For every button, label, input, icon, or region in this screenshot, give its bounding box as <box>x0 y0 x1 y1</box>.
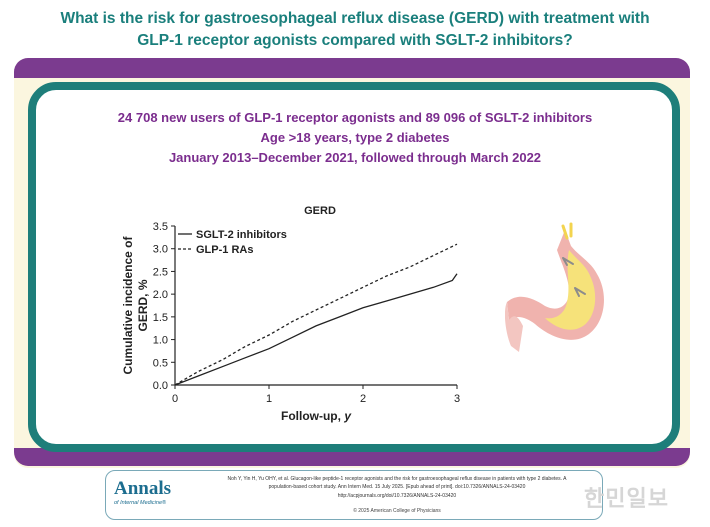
annals-logo: Annals <box>114 478 172 499</box>
gerd-incidence-chart: 0.0 0.5 1.0 1.5 2.0 2.5 3.0 3.5 0 1 2 3 GERD Follow-u… <box>121 205 460 423</box>
citation-line1: Noh Y, Yin H, Yu OHY, et al. Glucagon-li… <box>227 476 567 482</box>
y-tick-label: 2.5 <box>153 266 168 278</box>
legend-label: GLP-1 RAs <box>196 244 253 256</box>
stomach-icon <box>505 222 604 352</box>
x-tick-label: 0 <box>172 393 178 405</box>
citation-footer: Annals of Internal Medicine® Noh Y, Yin … <box>105 470 603 520</box>
study-description: 24 708 new users of GLP-1 receptor agoni… <box>0 108 710 168</box>
study-period: January 2013–December 2021, followed thr… <box>168 150 542 165</box>
x-tick-label: 1 <box>266 393 272 405</box>
page-title-line2: GLP-1 receptor agonists compared with SG… <box>137 32 573 49</box>
page-title-line1: What is the risk for gastroesophageal re… <box>60 10 650 27</box>
annals-logo-subtitle: of Internal Medicine® <box>114 500 167 506</box>
y-tick-label: 0.5 <box>153 357 168 369</box>
band-bottom-stripe <box>14 448 690 466</box>
x-axis-label: Follow-up, y <box>281 409 352 423</box>
y-tick-label: 1.5 <box>153 312 168 324</box>
citation-line2: population-based cohort study. Ann Inter… <box>268 484 526 491</box>
chart-title: GERD <box>304 205 336 217</box>
citation-line3: http://acpjournals.org/doi/10.7326/ANNAL… <box>337 492 457 499</box>
watermark-text: 한민일보 <box>584 486 669 511</box>
band-top-stripe <box>14 58 690 78</box>
x-tick-label: 2 <box>360 393 366 405</box>
study-criteria: Age >18 years, type 2 diabetes <box>260 130 450 145</box>
page-title: What is the risk for gastroesophageal re… <box>0 8 710 52</box>
y-tick-label: 2.0 <box>153 289 168 301</box>
y-axis-label: Cumulative incidence ofGERD, % <box>121 235 150 374</box>
x-tick-label: 3 <box>454 393 460 405</box>
study-population: 24 708 new users of GLP-1 receptor agoni… <box>117 110 593 125</box>
legend-label: SGLT-2 inhibitors <box>196 229 287 241</box>
y-tick-label: 3.0 <box>153 244 168 256</box>
series-line-glp1 <box>174 243 458 386</box>
series-line-sglt2 <box>174 273 458 386</box>
y-tick-label: 1.0 <box>153 335 168 347</box>
y-tick-label: 0.0 <box>153 380 168 392</box>
copyright-text: © 2025 American College of Physicians <box>353 508 441 514</box>
y-tick-label: 3.5 <box>153 221 168 233</box>
citation-text: Noh Y, Yin H, Yu OHY, et al. Glucagon-li… <box>198 475 596 500</box>
